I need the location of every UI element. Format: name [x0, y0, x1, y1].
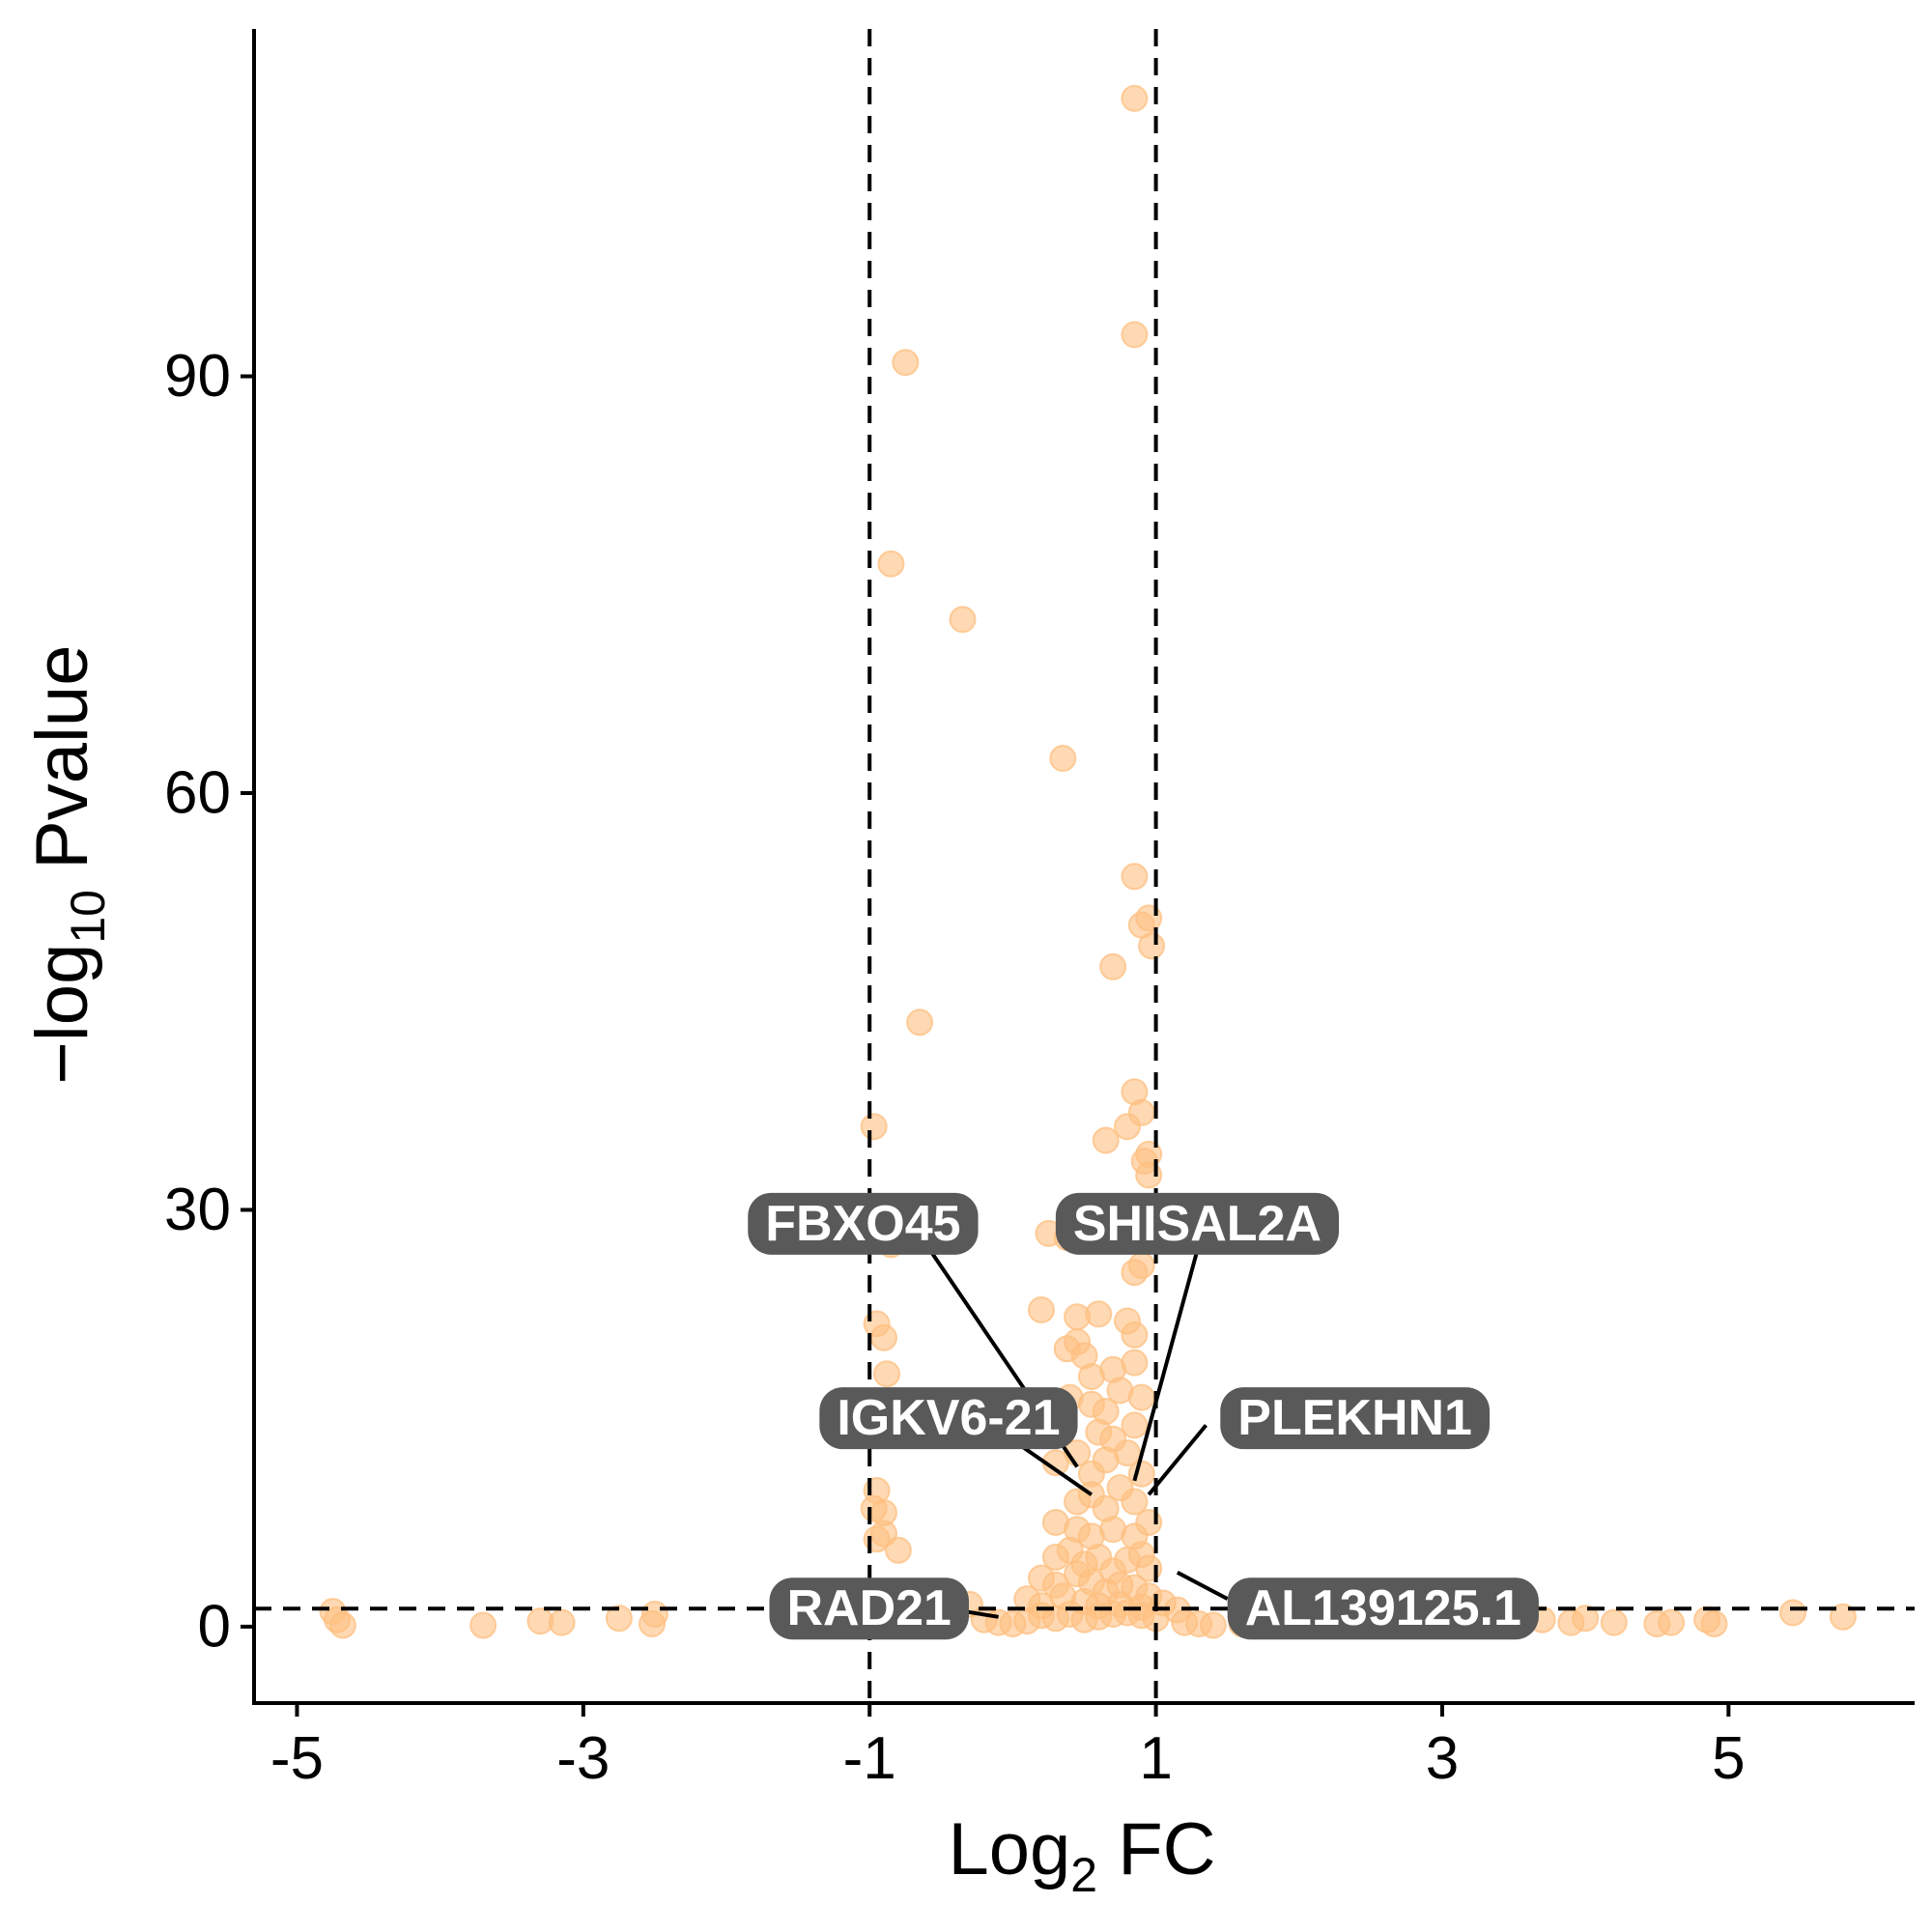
- data-point: [1127, 1383, 1155, 1411]
- x-tick-label: -3: [556, 1725, 610, 1792]
- x-tick-label: 3: [1426, 1725, 1459, 1792]
- label-box: [1055, 1192, 1340, 1255]
- data-point: [949, 606, 977, 634]
- label-leader-line: [1132, 1243, 1201, 1482]
- gene-label-al139125-1: AL139125.1: [1176, 1571, 1539, 1640]
- data-point: [1121, 1349, 1149, 1377]
- data-point: [328, 1611, 356, 1639]
- data-point: [1121, 863, 1149, 891]
- data-point: [548, 1608, 576, 1636]
- x-axis-title-tail: FC: [1097, 1808, 1215, 1890]
- y-tick-label: 0: [198, 1593, 231, 1660]
- data-point: [1085, 1300, 1113, 1328]
- data-point: [1130, 1148, 1158, 1176]
- label-text: RAD21: [786, 1580, 952, 1636]
- y-axis-title-sub: 10: [61, 890, 115, 944]
- axes: -5 -3 -1 1 3 5 0 30 60 90: [164, 29, 1915, 1792]
- data-point: [1658, 1608, 1686, 1636]
- label-box: [1227, 1577, 1539, 1640]
- label-text: FBXO45: [765, 1196, 960, 1252]
- label-leader-line: [1176, 1571, 1229, 1601]
- gene-labels: FBXO45 SHISAL2A IGKV6-21 PLEKHN1 RAD21 AL1391…: [748, 1192, 1539, 1640]
- data-point: [1572, 1605, 1600, 1633]
- data-point: [469, 1611, 497, 1639]
- label-box: [748, 1192, 979, 1255]
- data-point: [877, 550, 905, 578]
- data-point: [1127, 1460, 1155, 1488]
- gene-label-rad21: RAD21: [769, 1577, 999, 1640]
- x-tick-label: -1: [843, 1725, 896, 1792]
- gene-label-plekhn1: PLEKHN1: [1147, 1387, 1490, 1496]
- data-point: [906, 1009, 934, 1037]
- x-axis-title-main: Log: [948, 1808, 1070, 1890]
- data-point: [1700, 1610, 1728, 1637]
- y-axis-title-tail: Pvalue: [21, 645, 103, 891]
- y-tick-label: 60: [164, 759, 231, 826]
- label-text: IGKV6-21: [837, 1390, 1060, 1446]
- data-point: [870, 1323, 897, 1351]
- y-tick-label: 90: [164, 343, 231, 410]
- x-tick-label: 5: [1712, 1725, 1745, 1792]
- data-point: [1049, 745, 1077, 772]
- x-axis-title: Log2 FC: [948, 1808, 1215, 1902]
- data-point: [892, 349, 920, 377]
- gene-label-igkv6-21: IGKV6-21: [819, 1387, 1094, 1496]
- label-box: [769, 1577, 969, 1640]
- data-point: [1114, 1113, 1141, 1141]
- data-point: [1099, 952, 1127, 980]
- x-axis-title-sub: 2: [1070, 1848, 1097, 1902]
- data-point: [1138, 932, 1166, 960]
- data-point: [1121, 84, 1149, 112]
- data-point: [605, 1605, 633, 1633]
- data-point: [1779, 1599, 1806, 1627]
- data-point: [873, 1360, 900, 1388]
- data-point: [884, 1536, 912, 1564]
- data-point: [1121, 1259, 1149, 1287]
- y-tick-label: 30: [164, 1177, 231, 1243]
- data-point: [1114, 1439, 1141, 1467]
- data-point: [1121, 1321, 1149, 1349]
- label-box: [1220, 1387, 1490, 1450]
- data-points: [319, 84, 1857, 1639]
- y-axis-title-main: −log: [21, 944, 103, 1085]
- gene-label-shisal2a: SHISAL2A: [1055, 1192, 1340, 1482]
- data-point: [1199, 1611, 1227, 1639]
- label-text: AL139125.1: [1245, 1580, 1521, 1636]
- x-tick-label: 1: [1139, 1725, 1172, 1792]
- data-point: [1121, 1411, 1149, 1439]
- data-point: [1028, 1296, 1055, 1323]
- label-text: PLEKHN1: [1237, 1390, 1472, 1446]
- data-point: [860, 1113, 888, 1141]
- label-box: [819, 1387, 1078, 1450]
- data-point: [1600, 1608, 1628, 1636]
- y-axis-title: −log10 Pvalue: [21, 645, 115, 1085]
- data-point: [1121, 1488, 1149, 1516]
- data-point: [1829, 1603, 1857, 1631]
- x-tick-label: -5: [270, 1725, 324, 1792]
- data-point: [1092, 1126, 1120, 1154]
- label-leader-line: [1147, 1424, 1208, 1496]
- label-text: SHISAL2A: [1073, 1196, 1321, 1252]
- data-point: [1121, 321, 1149, 349]
- data-point: [639, 1610, 666, 1637]
- gene-label-fbxo45: FBXO45: [748, 1192, 1079, 1468]
